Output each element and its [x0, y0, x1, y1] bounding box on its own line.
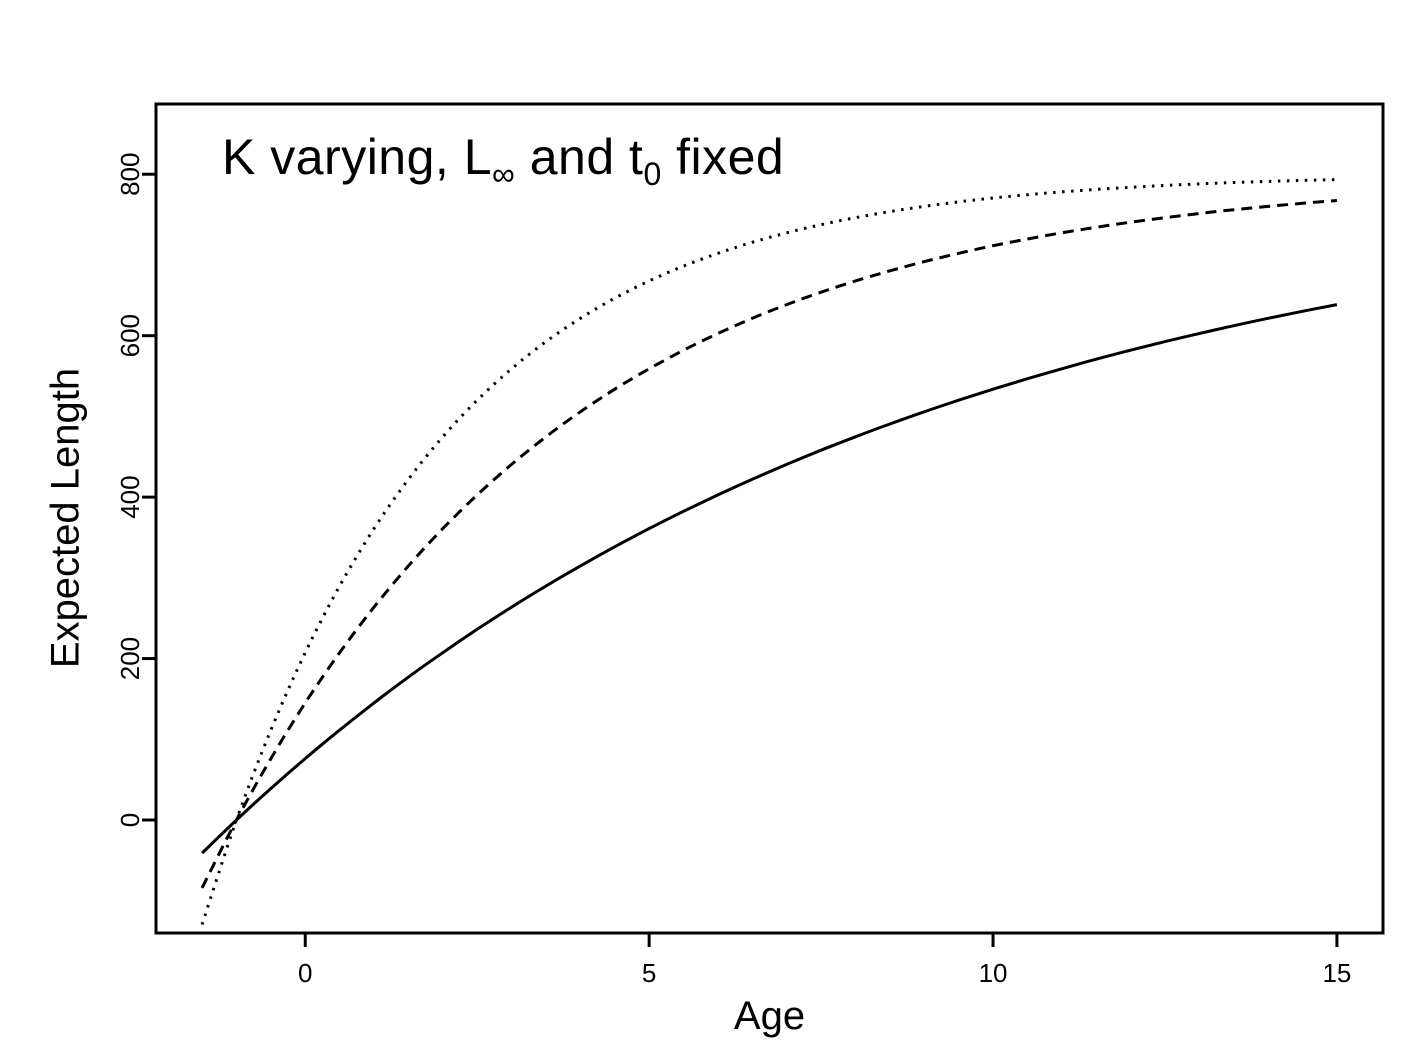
chart-title: K varying, L∞ and t0 fixed	[222, 128, 785, 190]
y-tick-label: 0	[115, 813, 145, 827]
y-tick-label: 200	[115, 637, 145, 680]
chart-title-text: fixed	[661, 129, 785, 185]
x-tick-label: 15	[1322, 958, 1351, 988]
series-dashed-curve	[200, 199, 1338, 889]
x-axis-label: Age	[733, 994, 806, 1038]
y-tick-label: 400	[115, 475, 145, 518]
infinity-subscript: ∞	[492, 156, 516, 192]
y-tick-label: 600	[115, 314, 145, 357]
y-axis-label: Expected Length	[43, 367, 88, 669]
plot-border	[154, 102, 1385, 935]
chart-title-text: and t	[515, 129, 644, 185]
x-tick-label: 0	[298, 958, 312, 988]
zero-subscript: 0	[643, 156, 662, 192]
x-tick-label: 5	[642, 958, 656, 988]
chart-title-text: K varying, L	[222, 129, 493, 185]
x-tick-label: 10	[979, 958, 1008, 988]
series-dotted-curve	[200, 178, 1337, 925]
series-solid-curve	[201, 303, 1338, 855]
y-tick-label: 800	[115, 153, 145, 196]
